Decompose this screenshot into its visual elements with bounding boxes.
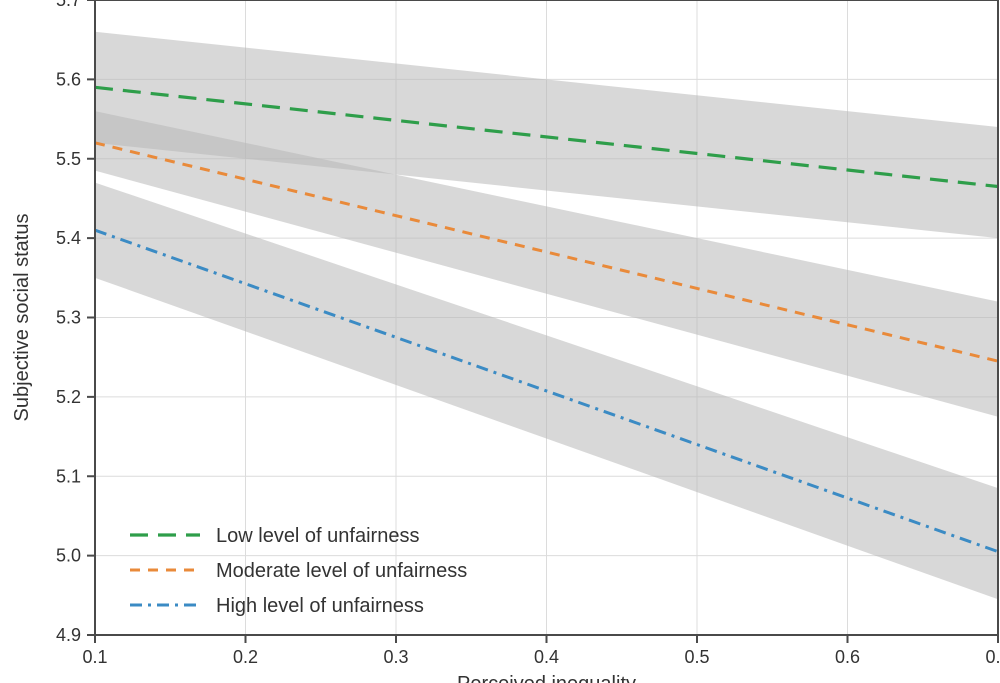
y-tick-label: 5.7 — [56, 0, 81, 10]
chart-container: { "chart": { "type": "line", "width": 10… — [0, 0, 1000, 683]
legend-label-moderate: Moderate level of unfairness — [216, 560, 467, 582]
y-tick-label: 5.1 — [56, 466, 81, 486]
y-tick-label: 5.5 — [56, 149, 81, 169]
x-tick-label: 0.2 — [233, 647, 258, 667]
x-tick-label: 0.3 — [383, 647, 408, 667]
y-tick-label: 4.9 — [56, 625, 81, 645]
x-tick-label: 0.5 — [684, 647, 709, 667]
legend-label-low: Low level of unfairness — [216, 525, 419, 547]
legend-label-high: High level of unfairness — [216, 595, 424, 617]
x-tick-label: 0.1 — [82, 647, 107, 667]
y-tick-label: 5.0 — [56, 546, 81, 566]
x-tick-label: 0.7 — [985, 647, 1000, 667]
y-tick-label: 5.2 — [56, 387, 81, 407]
x-tick-label: 0.6 — [835, 647, 860, 667]
x-tick-label: 0.4 — [534, 647, 559, 667]
x-axis-label: Perceived inequality — [457, 673, 636, 683]
y-tick-label: 5.6 — [56, 69, 81, 89]
y-tick-label: 5.4 — [56, 228, 81, 248]
line-chart: 0.1 0.2 0.3 0.4 0.5 0.6 0.7 Perceived inequalit… — [0, 0, 1000, 683]
y-axis-label: Subjective social status — [11, 214, 33, 422]
y-tick-label: 5.3 — [56, 308, 81, 328]
